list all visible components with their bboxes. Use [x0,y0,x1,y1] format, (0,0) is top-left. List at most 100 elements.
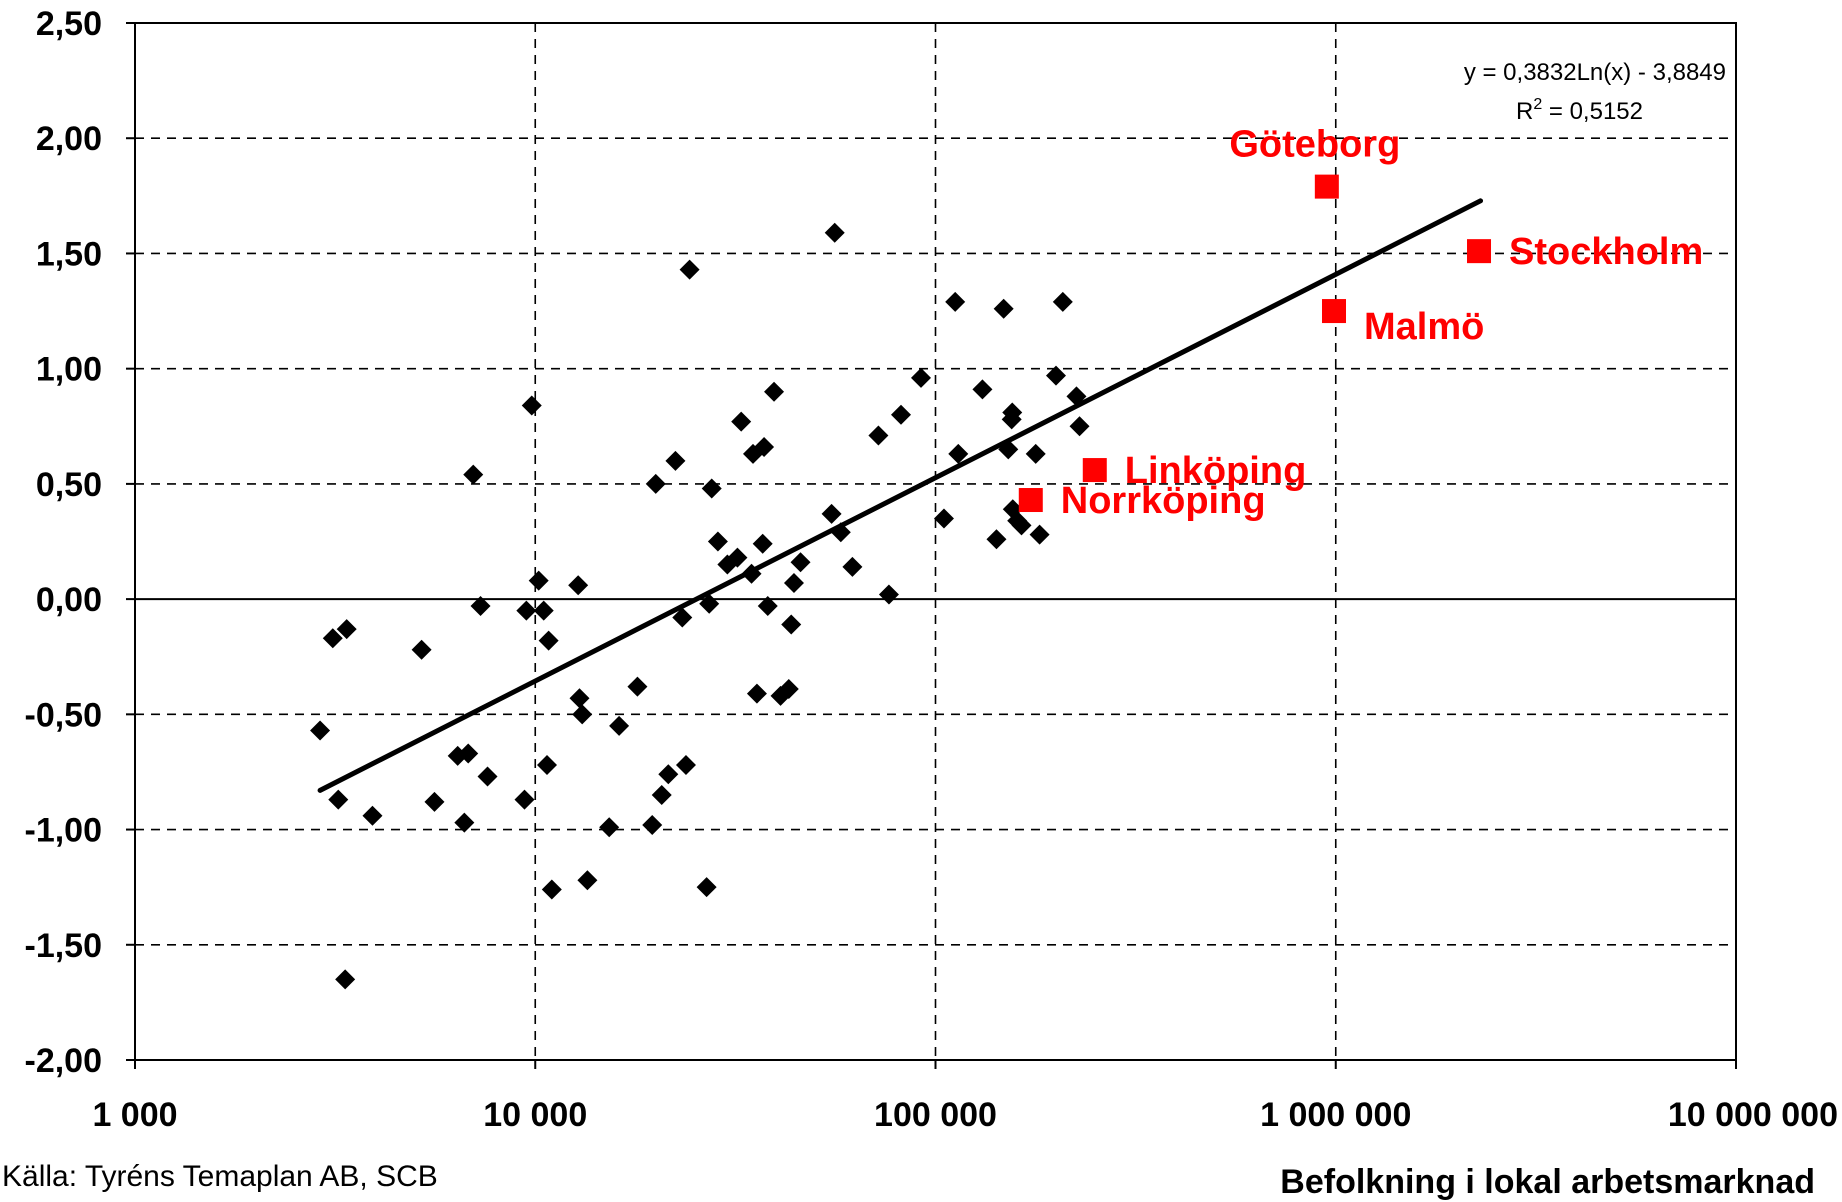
data-point-diamond [781,614,802,635]
x-tick-labels: 1 000 10 000 100 000 1 000 000 10 000 000 [92,1096,1838,1134]
equation-text: y = 0,3832Ln(x) - 3,8849 [1464,59,1726,86]
data-point-diamond [933,508,954,529]
data-point-diamond [533,600,554,621]
y-tick-label: 0,00 [36,581,102,619]
data-point-diamond [699,593,720,614]
y-tick-label: 1,00 [36,351,102,389]
data-point-diamond [1002,402,1023,423]
x-tick-label: 1 000 000 [1260,1096,1411,1134]
city-marker-square [1314,174,1339,199]
data-point-diamond [754,437,775,458]
data-point-diamond [627,676,648,697]
data-point-diamond [945,291,966,312]
city-marker-square [1467,239,1492,264]
r-squared-value: = 0,5152 [1542,98,1643,125]
r-squared-prefix: R [1516,98,1533,125]
data-point-diamond [521,395,542,416]
data-point-diamond [746,683,767,704]
y-tick-labels: 2,50 2,00 1,50 1,00 0,50 0,00 -0,50 -1,00 -1,50 -… [25,5,103,1080]
data-point-diamond [411,639,432,660]
data-point-diamond [986,529,1007,550]
data-point-diamond [424,791,445,812]
city-label: Malmö [1364,306,1484,348]
source-note: Källa: Tyréns Temaplan AB, SCB [2,1160,438,1193]
data-point-diamond [672,607,693,628]
data-point-diamond [1052,291,1073,312]
data-point-diamond [463,464,484,485]
data-point-diamond [568,575,589,596]
data-point-diamond [998,439,1019,460]
data-point-diamond [830,522,851,543]
data-point-diamond [651,784,672,805]
r-squared-text: R2 = 0,5152 [1516,96,1643,125]
data-point-diamond [538,630,559,651]
trendline-equation: y = 0,3832Ln(x) - 3,8849 R2 = 0,5152 [1464,59,1726,125]
data-point-diamond [752,533,773,554]
data-point-diamond [911,367,932,388]
data-point-diamond [470,596,491,617]
city-marker-square [1082,458,1107,483]
data-point-diamond [609,715,630,736]
data-point-diamond [790,552,811,573]
data-point-diamond [362,805,383,826]
data-point-diamond [537,755,558,776]
y-tick-label: -1,50 [25,927,103,965]
data-point-diamond [764,381,785,402]
data-point-diamond [891,404,912,425]
data-point-diamond [731,411,752,432]
data-point-diamond [993,298,1014,319]
data-point-diamond [783,572,804,593]
x-tick-label: 1 000 [92,1096,177,1134]
data-point-diamond [1069,416,1090,437]
data-point-diamond [514,789,535,810]
data-point-diamond [1045,365,1066,386]
y-tick-label: 2,50 [36,5,102,43]
data-point-diamond [645,473,666,494]
data-point-diamond [658,764,679,785]
data-point-diamond [741,563,762,584]
data-point-diamond [541,879,562,900]
y-tick-label: -2,00 [25,1042,103,1080]
data-point-diamond [572,704,593,725]
y-tick-label: 2,00 [36,120,102,158]
data-point-diamond [878,584,899,605]
data-point-diamond [1066,386,1087,407]
data-point-diamond [310,720,331,741]
data-point-diamond [679,259,700,280]
data-point-diamond [778,678,799,699]
x-tick-label: 100 000 [874,1096,997,1134]
data-point-diamond [336,619,357,640]
city-label: Norrköping [1061,480,1266,522]
data-point-diamond [727,547,748,568]
city-label: Linköping [1125,450,1307,492]
city-points: Göteborg Stockholm Malmö LinköpingNorrköpin… [1018,124,1703,522]
data-point-diamond [1025,443,1046,464]
city-marker-square [1322,299,1347,324]
y-tick-label: -0,50 [25,696,103,734]
data-point-diamond [642,814,663,835]
data-point-diamond [577,870,598,891]
data-point-diamond [824,222,845,243]
trendline [317,198,1484,793]
data-point-diamond [665,450,686,471]
data-point-diamond [335,969,356,990]
grid-lines [135,23,1736,1060]
trendline-path [317,198,1484,793]
data-point-diamond [1011,515,1032,536]
x-axis-title: Befolkning i lokal arbetsmarknad [1280,1163,1815,1201]
y-tick-label: 1,50 [36,235,102,273]
data-point-diamond [454,812,475,833]
axes [126,22,1737,1069]
data-point-diamond [322,628,343,649]
data-point-diamond [675,755,696,776]
data-point-diamond [821,503,842,524]
x-tick-label: 10 000 000 [1668,1096,1838,1134]
data-point-diamond [707,531,728,552]
data-point-diamond [701,478,722,499]
data-point-diamond [528,570,549,591]
data-point-diamond [1029,524,1050,545]
data-point-diamond [516,600,537,621]
city-label: Göteborg [1229,124,1400,166]
r-squared-exponent: 2 [1533,96,1542,113]
